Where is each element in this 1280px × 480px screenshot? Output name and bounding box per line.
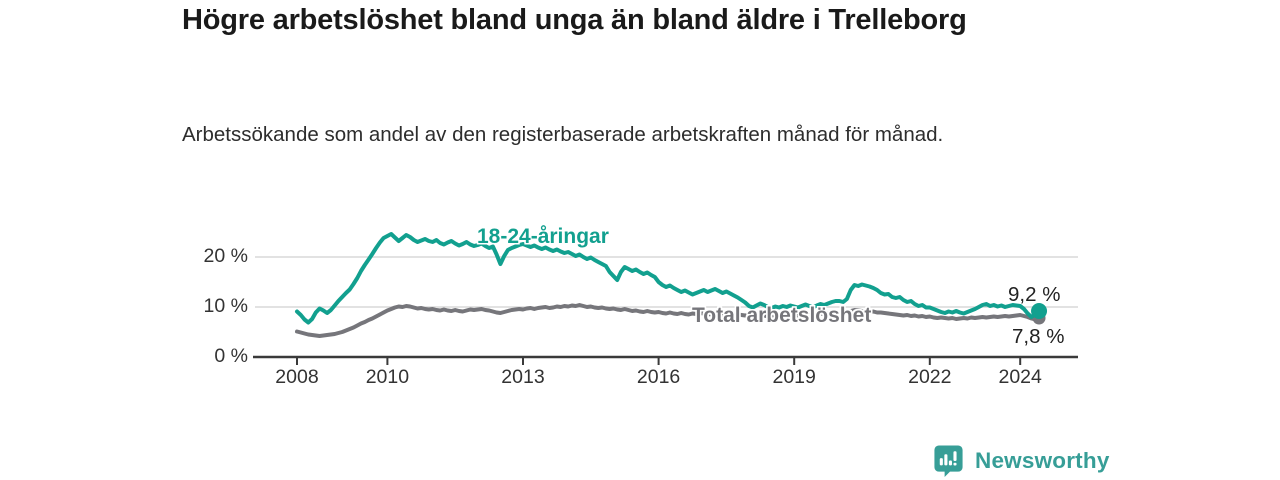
- x-tick-label: 2010: [365, 366, 410, 388]
- x-tick-label: 2013: [501, 366, 545, 388]
- x-tick-label: 2008: [275, 366, 319, 388]
- newsworthy-icon: [934, 445, 963, 477]
- series-line-youth: [295, 232, 1041, 325]
- series-line-total: [295, 303, 1041, 338]
- x-tick-label: 2024: [998, 366, 1042, 388]
- x-tick-label: 2022: [908, 366, 952, 388]
- series-label-youth: 18-24-åringar: [477, 225, 609, 248]
- x-tick-label: 2019: [772, 366, 816, 388]
- x-axis-labels: 2008 2010 2013 2016 2019 2022 2024: [275, 366, 1042, 388]
- y-tick-label: 0 %: [214, 345, 248, 367]
- series-label-total: Total arbetslöshet: [692, 304, 872, 327]
- newsworthy-wordmark: Newsworthy: [975, 447, 1110, 473]
- newsworthy-logo[interactable]: Newsworthy: [932, 443, 1110, 478]
- x-tick-label: 2016: [636, 366, 681, 388]
- end-value-label-total: 7,8 %: [1012, 325, 1065, 348]
- y-tick-label: 10 %: [203, 295, 248, 317]
- y-axis-labels: 0 % 10 % 20 %: [170, 0, 248, 400]
- series-end-dot-youth: [1031, 303, 1048, 319]
- y-tick-label: 20 %: [203, 245, 248, 267]
- end-value-label-youth: 9,2 %: [1008, 283, 1061, 306]
- chart-subtitle: Arbetssökande som andel av den registerb…: [182, 123, 944, 146]
- page-title: Högre arbetslöshet bland unga än bland ä…: [182, 4, 967, 36]
